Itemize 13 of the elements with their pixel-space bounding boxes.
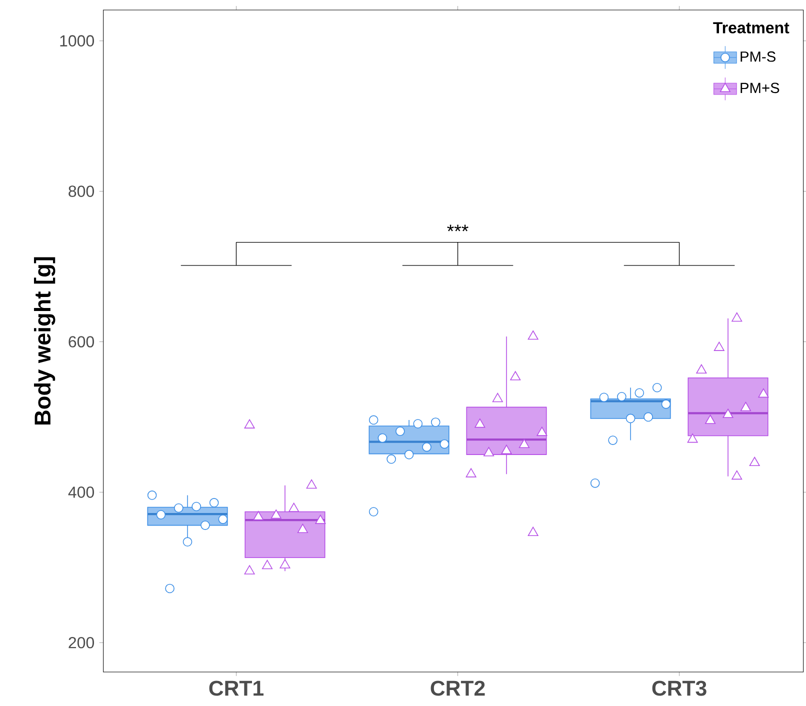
legend-label: PM-S [740, 51, 776, 62]
y-tick-label: 1000 [60, 35, 94, 46]
legend-label: PM+S [740, 82, 780, 94]
y-tick-label: 200 [68, 636, 94, 648]
x-tick-label: CRT1 [209, 680, 264, 696]
annotation: *** [447, 224, 468, 232]
y-tick-label: 800 [68, 186, 94, 197]
y-axis-title: Body weight [g] [34, 257, 56, 424]
y-tick-label: 600 [68, 336, 94, 348]
y-tick-label: 400 [68, 486, 94, 498]
x-tick-label: CRT3 [652, 680, 706, 696]
legend-title: Treatment [713, 22, 790, 34]
x-tick-label: CRT2 [430, 680, 485, 696]
